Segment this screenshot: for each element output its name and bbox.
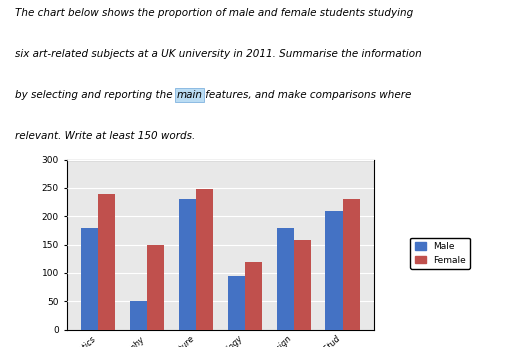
Text: The chart below shows the proportion of male and female students studying: The chart below shows the proportion of … <box>15 8 414 18</box>
Bar <box>196 189 213 330</box>
Text: by selecting and reporting the: by selecting and reporting the <box>15 90 176 100</box>
Bar <box>98 194 115 330</box>
Bar <box>245 262 262 330</box>
Bar <box>294 240 311 330</box>
Text: features, and make comparisons where: features, and make comparisons where <box>202 90 412 100</box>
Bar <box>227 276 245 330</box>
Bar <box>326 211 343 330</box>
Text: relevant. Write at least 150 words.: relevant. Write at least 150 words. <box>15 131 196 141</box>
Bar <box>80 228 98 330</box>
Legend: Male, Female: Male, Female <box>411 238 470 269</box>
Bar <box>179 199 196 330</box>
Bar <box>130 301 146 330</box>
Bar <box>276 228 294 330</box>
Bar <box>343 199 360 330</box>
Bar <box>146 245 164 330</box>
Text: main: main <box>176 90 202 100</box>
Text: six art-related subjects at a UK university in 2011. Summarise the information: six art-related subjects at a UK univers… <box>15 49 422 59</box>
